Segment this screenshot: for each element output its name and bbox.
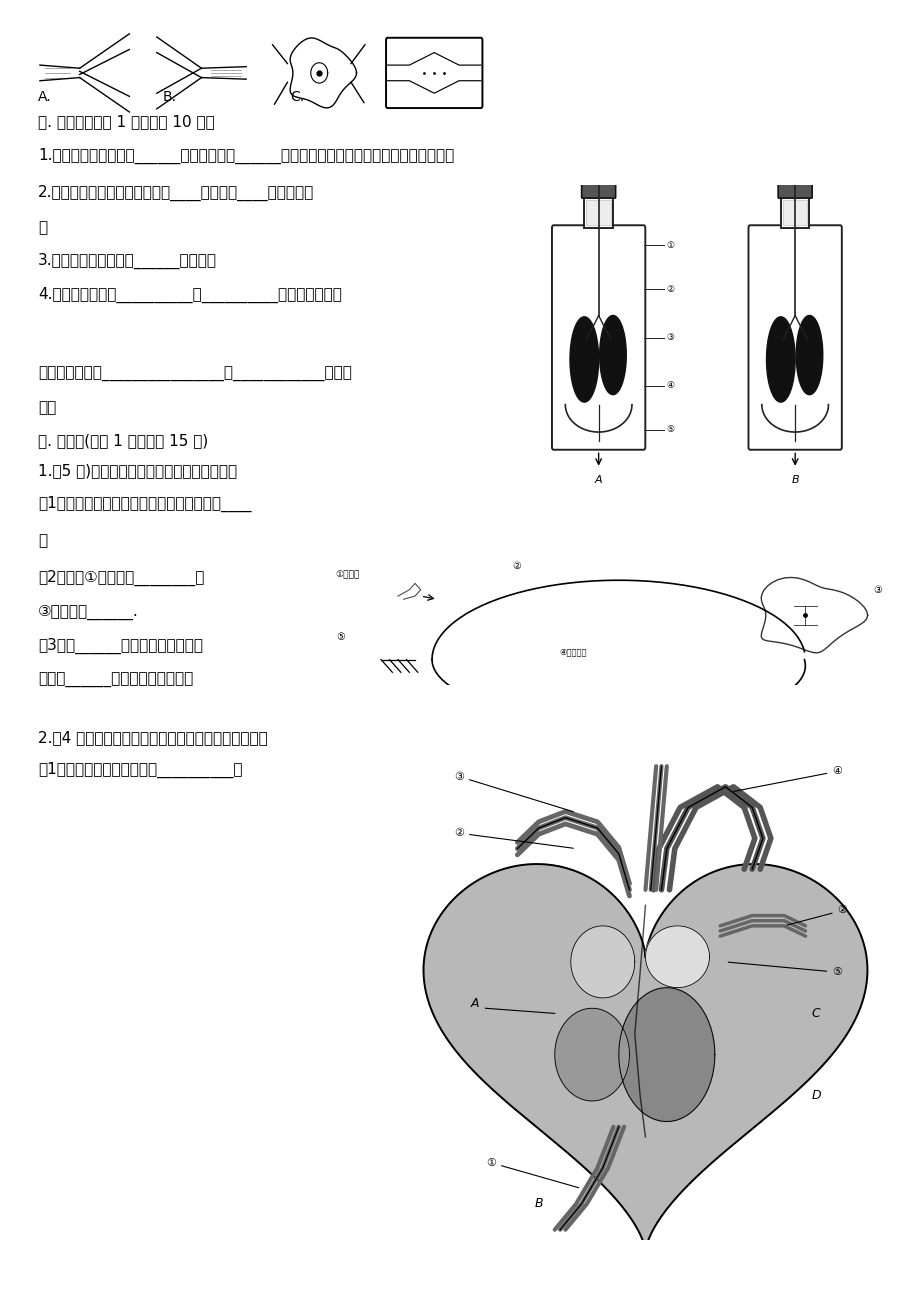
Text: （1）神经调节的基本方式是__________。: （1）神经调节的基本方式是__________。 (38, 762, 243, 779)
Text: ③: ③ (665, 333, 674, 342)
Text: C: C (811, 1006, 820, 1019)
Text: ②: ② (786, 905, 846, 926)
Text: 三. 简答题(每空 1 分，共计 15 分): 三. 简答题(每空 1 分，共计 15 分) (38, 434, 208, 448)
Text: A.: A. (38, 90, 51, 104)
Text: D: D (811, 1090, 820, 1103)
Text: A: A (470, 996, 479, 1009)
Text: （3）图______表示吸气，此时胸廓: （3）图______表示吸气，此时胸廓 (38, 638, 203, 654)
Text: ③: ③ (454, 772, 573, 811)
Polygon shape (795, 315, 822, 395)
Text: （1）外界空气与血液进行气体交换的场所是____: （1）外界空气与血液进行气体交换的场所是____ (38, 496, 251, 512)
Text: ⑤: ⑤ (665, 426, 674, 435)
FancyBboxPatch shape (551, 225, 644, 449)
Text: 的形成主要包括________________和____________两个过: 的形成主要包括________________和____________两个过 (38, 367, 351, 381)
Text: ②: ② (454, 828, 573, 848)
FancyBboxPatch shape (748, 225, 841, 449)
Text: 5.尿液: 5.尿液 (761, 340, 794, 355)
Text: （2）图中①表示的是________，: （2）图中①表示的是________， (38, 570, 204, 586)
Polygon shape (570, 926, 634, 997)
Text: ③表示的是______.: ③表示的是______. (38, 605, 139, 620)
FancyBboxPatch shape (386, 38, 482, 108)
FancyBboxPatch shape (585, 201, 610, 225)
Text: 2.（4 分）如图是反射弧的模式图，请据图回答问题：: 2.（4 分）如图是反射弧的模式图，请据图回答问题： (38, 730, 267, 745)
Text: 2.人体肾脏的结构和功能单位是____，它包括____、肾小囊、: 2.人体肾脏的结构和功能单位是____，它包括____、肾小囊、 (38, 185, 314, 202)
Text: ①: ① (665, 241, 674, 250)
FancyBboxPatch shape (777, 178, 811, 198)
Text: ①感受器: ①感受器 (335, 570, 359, 579)
Text: ③: ③ (872, 585, 881, 595)
Text: 1.人体最大的消化腺是______，它可以分泌______，虽然不含消化酶，但有助于脂肪的消化。: 1.人体最大的消化腺是______，它可以分泌______，虽然不含消化酶，但有… (38, 148, 454, 164)
Text: 的容积______，肺处于扩张状态。: 的容积______，肺处于扩张状态。 (38, 673, 193, 687)
Polygon shape (423, 865, 867, 1251)
Text: 。: 。 (38, 220, 47, 234)
Polygon shape (584, 197, 612, 228)
Text: B: B (790, 475, 798, 484)
Text: ④传出神经: ④传出神经 (559, 647, 586, 656)
Polygon shape (570, 316, 598, 402)
FancyBboxPatch shape (581, 178, 615, 198)
Text: A: A (595, 475, 602, 484)
Text: ②: ② (512, 561, 521, 572)
Polygon shape (618, 988, 714, 1121)
Polygon shape (766, 316, 794, 402)
Text: D.: D. (417, 90, 433, 104)
Text: ①: ① (485, 1157, 578, 1187)
Text: ⑤: ⑤ (728, 962, 841, 978)
Text: 二. 填空题（每空 1 分，共计 10 分）: 二. 填空题（每空 1 分，共计 10 分） (38, 115, 214, 129)
Text: 1.（5 分)如图是模拟膈肌运动图，看图填空：: 1.（5 分)如图是模拟膈肌运动图，看图填空： (38, 464, 237, 478)
Text: ④: ④ (665, 381, 674, 391)
Text: 4.血液循环主要有__________和__________两条循环路径。: 4.血液循环主要有__________和__________两条循环路径。 (38, 286, 342, 303)
Polygon shape (780, 197, 809, 228)
Text: 程。: 程。 (38, 400, 56, 415)
Text: B.: B. (163, 90, 176, 104)
Text: ②: ② (665, 285, 674, 294)
Text: ⑤: ⑤ (335, 633, 345, 642)
FancyBboxPatch shape (782, 201, 807, 225)
Polygon shape (645, 926, 709, 988)
Polygon shape (599, 315, 626, 395)
Polygon shape (554, 1008, 629, 1101)
Text: ④: ④ (732, 767, 841, 792)
Text: C.: C. (289, 90, 304, 104)
Text: B: B (534, 1198, 542, 1211)
Text: 3.近视患者可通过配戴______镜矫正。: 3.近视患者可通过配戴______镜矫正。 (38, 253, 217, 270)
Text: 。: 。 (38, 533, 47, 548)
